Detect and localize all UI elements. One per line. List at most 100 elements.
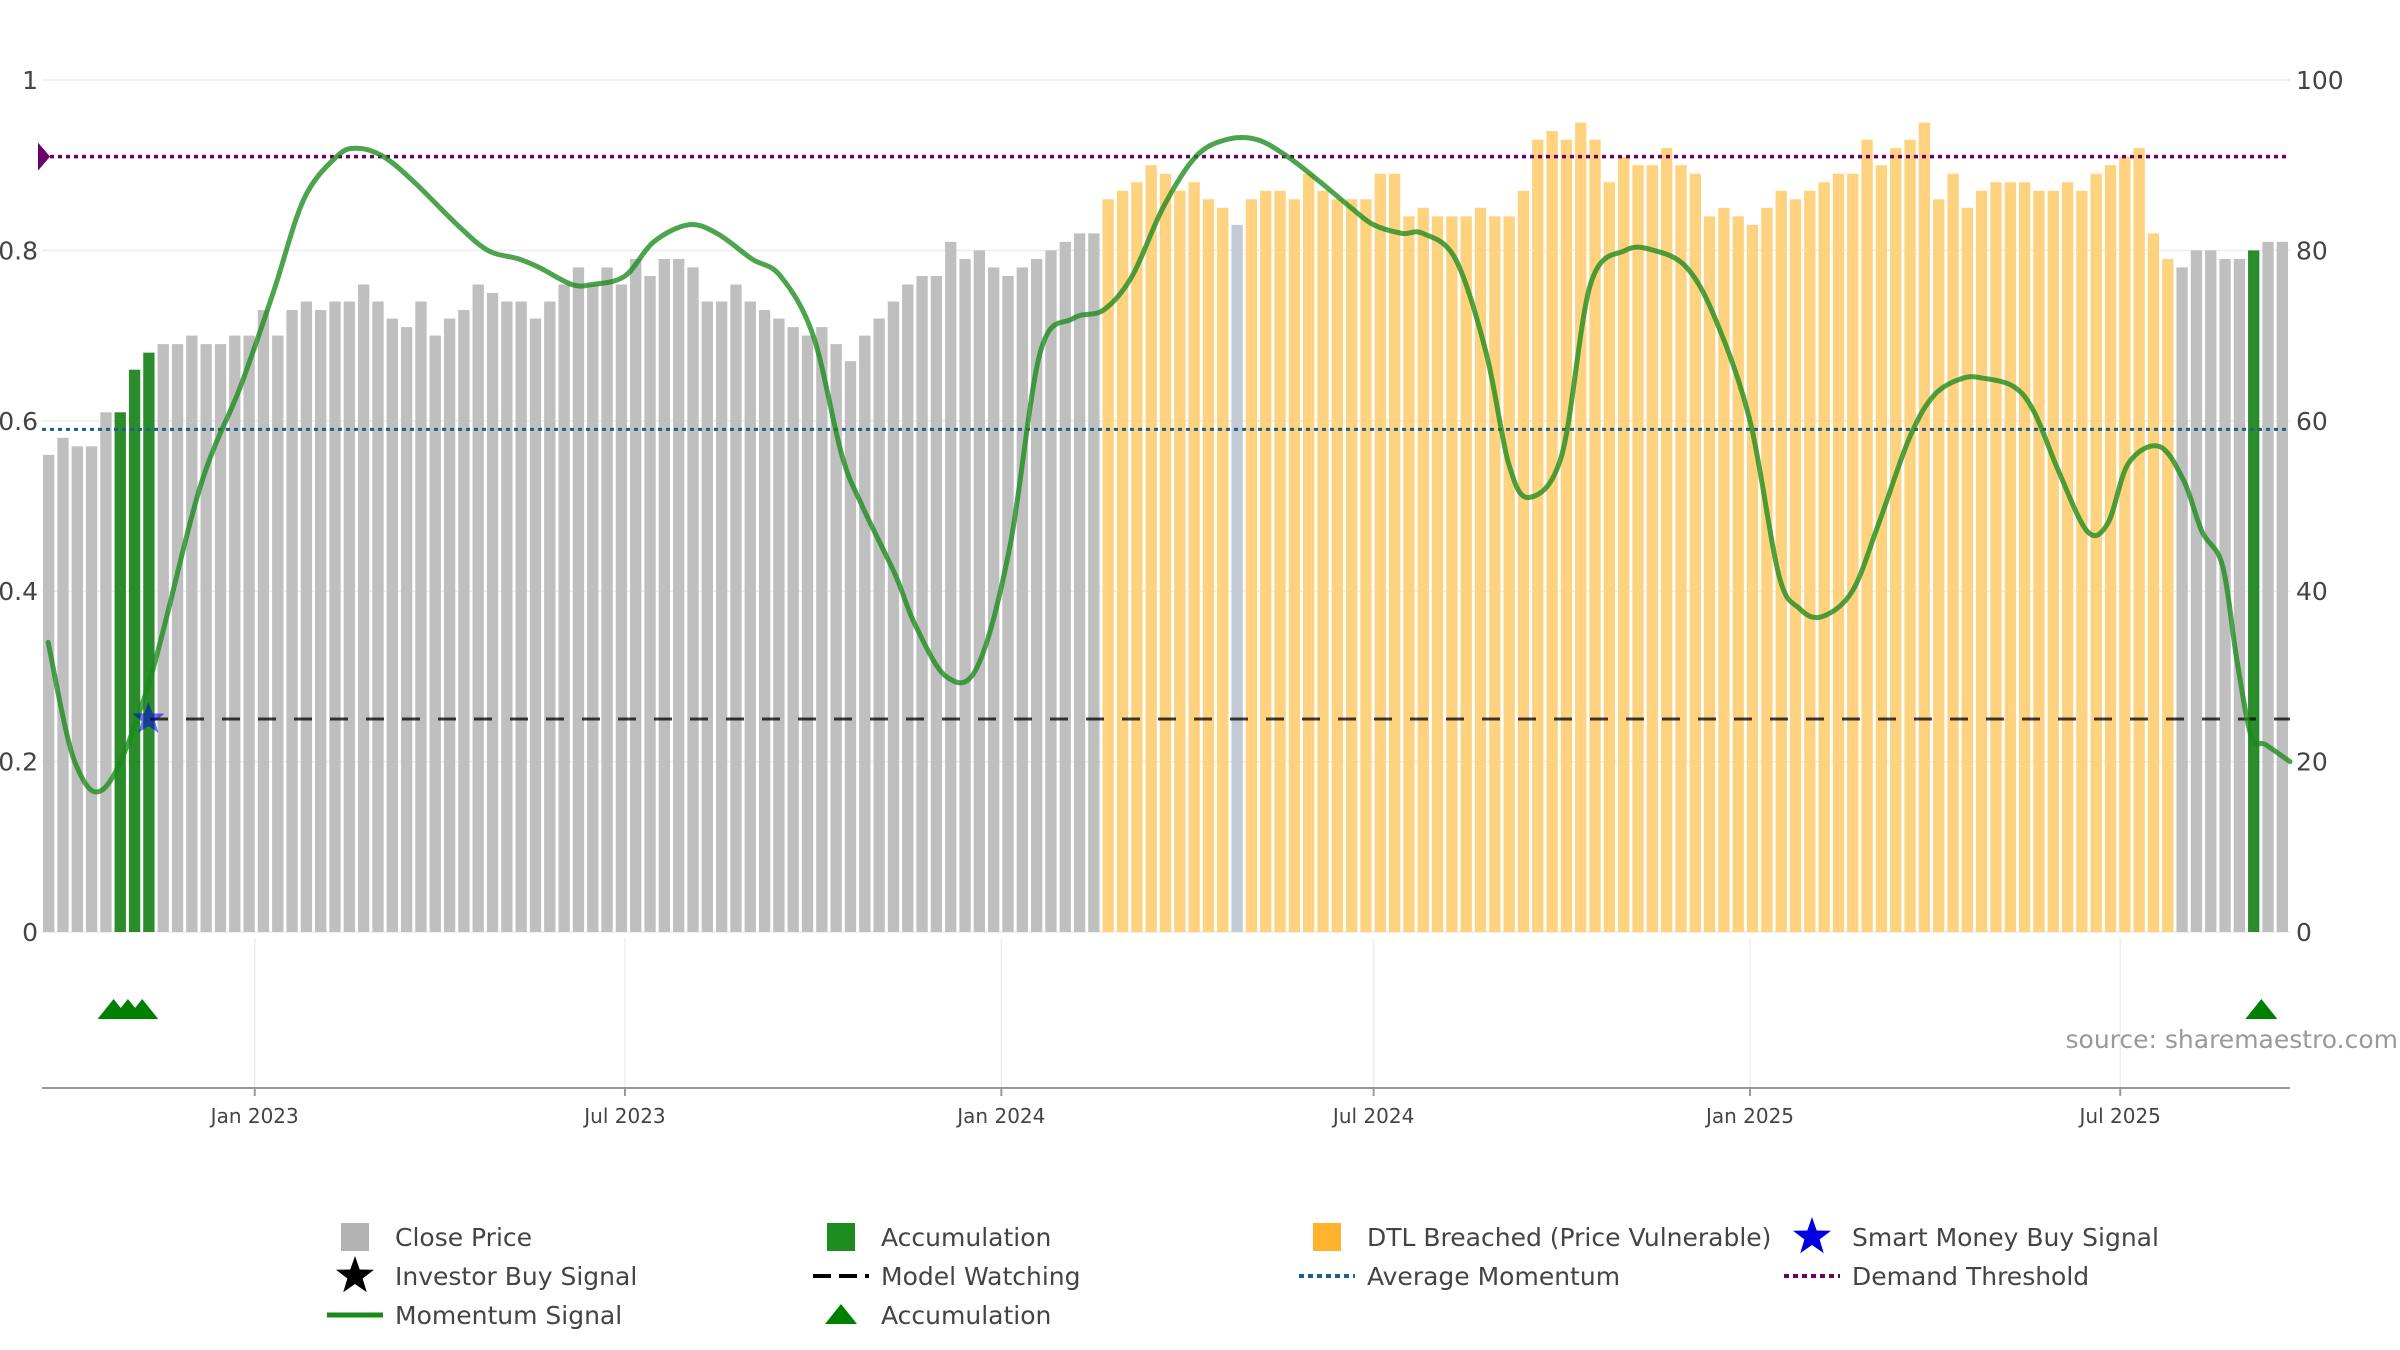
legend-label: Close Price bbox=[395, 1223, 532, 1252]
left-axis-tick-label: 1 bbox=[22, 66, 38, 95]
legend-label: Accumulation bbox=[881, 1301, 1051, 1330]
bar-dtl-breached bbox=[1675, 165, 1687, 932]
bar-dtl-breached bbox=[1775, 190, 1787, 932]
bar-close-price bbox=[171, 344, 184, 932]
legend: Close Price Accumulation DTL Breached (Pri… bbox=[327, 1217, 2159, 1330]
bar-close-price bbox=[2276, 241, 2288, 932]
bar-dtl-breached bbox=[2061, 182, 2074, 933]
right-axis-tick-label: 20 bbox=[2296, 748, 2328, 777]
legend-square-swatch bbox=[827, 1223, 855, 1251]
bar-close-price bbox=[57, 437, 69, 932]
bar-dtl-breached bbox=[1174, 190, 1186, 932]
bar-close-price bbox=[486, 293, 499, 932]
bar-dtl-breached bbox=[1847, 173, 1859, 933]
bar-close-price bbox=[544, 301, 556, 932]
bar-dtl-breached bbox=[1102, 199, 1114, 932]
bar-dtl-breached bbox=[1632, 165, 1644, 932]
bar-dtl-breached bbox=[1460, 216, 1472, 932]
bar-dtl-breached bbox=[1288, 199, 1301, 932]
bar-close-price bbox=[744, 301, 756, 932]
bar-close-price bbox=[372, 301, 384, 932]
bar-dtl-breached bbox=[1646, 165, 1658, 932]
bar-close-price bbox=[558, 284, 570, 933]
bar-dtl-breached bbox=[1403, 216, 1415, 932]
bar-close-price bbox=[859, 335, 871, 933]
bar-close-price bbox=[529, 318, 542, 932]
bar-close-price bbox=[100, 412, 112, 932]
bar-close-price bbox=[443, 318, 456, 932]
bar-accumulation bbox=[2248, 250, 2260, 932]
bar-dtl-breached bbox=[1503, 216, 1515, 932]
right-axis-tick-label: 40 bbox=[2296, 577, 2328, 606]
bar-dtl-breached bbox=[1431, 216, 1444, 932]
bar-dtl-breached bbox=[1961, 207, 1973, 933]
bar-dtl-breached bbox=[2047, 190, 2059, 932]
x-axis-tick-label: Jan 2025 bbox=[1704, 1104, 1794, 1128]
bar-dtl-breached bbox=[1446, 216, 1458, 932]
legend-square-swatch bbox=[1313, 1223, 1341, 1251]
bar-close-price bbox=[1088, 233, 1100, 933]
bar-dtl-breached bbox=[1260, 190, 1272, 932]
bar-close-price bbox=[1002, 275, 1014, 933]
bar-close-price bbox=[973, 250, 986, 932]
x-axis-tick-label: Jul 2023 bbox=[582, 1104, 665, 1128]
bar-dtl-breached bbox=[2033, 190, 2045, 932]
bar-close-price bbox=[386, 318, 398, 932]
bar-close-price bbox=[687, 267, 699, 932]
bar-close-price bbox=[730, 284, 742, 933]
bar-close-price bbox=[758, 310, 771, 932]
bar-close-price bbox=[673, 258, 685, 932]
bar-close-price bbox=[415, 301, 427, 932]
legend-star-icon bbox=[1793, 1217, 1831, 1254]
bar-dtl-breached bbox=[2090, 173, 2102, 933]
bar-accumulation bbox=[128, 369, 141, 932]
bar-close-price bbox=[400, 327, 413, 933]
right-axis-tick-label: 0 bbox=[2296, 918, 2312, 947]
bar-dtl-breached bbox=[1131, 182, 1143, 933]
bar-close-price bbox=[830, 344, 842, 932]
bar-close-price bbox=[2233, 258, 2246, 932]
bar-close-price bbox=[458, 310, 470, 932]
bar-close-price bbox=[429, 335, 441, 933]
bar-dtl-breached bbox=[1947, 173, 1959, 933]
bar-close-price bbox=[2262, 241, 2274, 932]
bar-dtl-breached bbox=[2162, 258, 2174, 932]
x-axis-tick-label: Jul 2025 bbox=[2078, 1104, 2161, 1128]
bar-close-price bbox=[2205, 250, 2217, 932]
bar-close-price bbox=[300, 301, 313, 932]
legend-icon-star bbox=[336, 1256, 374, 1293]
bar-dtl-breached bbox=[1317, 190, 1329, 932]
bar-close-price bbox=[787, 327, 799, 933]
momentum-signal-path bbox=[45, 135, 2293, 795]
bar-dtl-breached bbox=[1861, 139, 1873, 932]
bar-dtl-breached bbox=[1575, 122, 1587, 933]
legend-label: Accumulation bbox=[881, 1223, 1051, 1252]
bar-close-price bbox=[472, 284, 484, 933]
legend-label: Smart Money Buy Signal bbox=[1852, 1223, 2159, 1252]
axes: 0 0.2 0.4 0.6 0.8 1 0 20 40 60 80 100 Jan 2023 Jul 20… bbox=[0, 66, 2344, 1128]
bar-dtl-breached bbox=[1603, 182, 1616, 933]
left-axis-tick-label: 0.8 bbox=[0, 236, 38, 265]
bar-dtl-breached bbox=[1818, 182, 1830, 933]
bar-close-price bbox=[315, 310, 327, 932]
accumulation-marker-triangle bbox=[126, 999, 159, 1019]
bar-close-price bbox=[186, 335, 198, 933]
bar-dtl-breached bbox=[1274, 190, 1286, 932]
bar-dtl-breached bbox=[2104, 165, 2117, 932]
bar-dtl-breached bbox=[1746, 224, 1759, 933]
left-axis-tick-label: 0.4 bbox=[0, 577, 38, 606]
bar-accumulation bbox=[143, 352, 155, 932]
bar-close-price bbox=[773, 318, 785, 932]
bar-close-price bbox=[2176, 267, 2188, 932]
accumulation-marker-triangle bbox=[2245, 999, 2278, 1019]
bar-close-price bbox=[1059, 241, 1071, 932]
x-axis-tick-label: Jul 2024 bbox=[1331, 1104, 1414, 1128]
bar-dtl-breached bbox=[1918, 122, 1931, 933]
bar-close-price bbox=[988, 267, 1000, 932]
bar-close-price bbox=[959, 258, 971, 932]
bar-dtl-breached bbox=[1417, 207, 1429, 933]
bar-dtl-breached bbox=[1589, 139, 1601, 932]
bar-dtl-breached bbox=[1159, 173, 1172, 933]
bar-close-price bbox=[1073, 233, 1086, 933]
